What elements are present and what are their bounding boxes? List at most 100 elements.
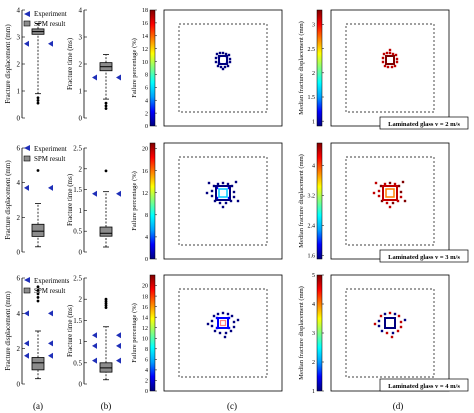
heat-cell xyxy=(390,65,394,69)
heat-cell xyxy=(216,182,220,186)
heat-cell xyxy=(391,331,395,335)
impact-core xyxy=(382,185,398,201)
heat-cell xyxy=(229,329,233,333)
colorbar-tick-label: 1.5 xyxy=(308,95,316,101)
heat-cell xyxy=(388,205,392,209)
colorbar-tick-label: 20 xyxy=(142,284,148,290)
outlier-point xyxy=(104,299,108,303)
experiment-point xyxy=(24,310,29,317)
heat-cell xyxy=(383,64,387,68)
heat-cell xyxy=(377,324,381,328)
legend-spm-label: SPM result xyxy=(34,20,65,28)
y-tick-label: 2 xyxy=(17,61,21,69)
impact-core xyxy=(215,185,231,201)
outlier-point xyxy=(104,107,108,110)
heat-cell xyxy=(391,52,395,56)
y-axis-label: Fracture displacement (mm) xyxy=(4,160,12,240)
colorbar xyxy=(316,274,323,392)
legend-row3: Experiments SPM result xyxy=(23,277,70,295)
heat-cell xyxy=(236,199,240,203)
glass-plate xyxy=(330,274,450,392)
experiment-point xyxy=(24,340,29,347)
legend-row2: Experiment SPM result xyxy=(23,145,67,163)
outlier-point xyxy=(36,169,40,172)
heat-cell xyxy=(388,51,392,55)
experiment-point xyxy=(92,74,97,81)
heat-cell xyxy=(230,184,234,188)
heat-cell xyxy=(403,199,407,203)
svg-text:Laminated glass v = 3 m/s: Laminated glass v = 3 m/s xyxy=(388,254,460,261)
y-tick-label: 0.5 xyxy=(73,228,82,236)
colorbar-tick-label: 2.5 xyxy=(308,47,316,53)
heat-cell xyxy=(210,319,214,323)
heat-cell xyxy=(373,322,377,326)
outlier-point xyxy=(104,101,108,105)
outlier-point xyxy=(104,304,108,307)
y-tick-label: 4 xyxy=(17,179,21,187)
heat-cell xyxy=(232,190,236,194)
heat-cell xyxy=(393,64,397,68)
colorbar-tick-label: 10 xyxy=(142,336,148,342)
heat-cell xyxy=(212,314,216,318)
heat-cell xyxy=(218,201,222,205)
colorbar xyxy=(316,9,323,127)
experiment-point xyxy=(48,184,53,191)
box-iqr xyxy=(31,223,45,237)
legend-spm-label: SPM result xyxy=(34,155,65,163)
colorbar-tick-label: 18 xyxy=(142,8,148,14)
heat-cell xyxy=(386,65,390,69)
heat-cell xyxy=(236,318,240,322)
y-tick-label: 2 xyxy=(17,214,21,222)
svg-text:Laminated glass v = 4 m/s: Laminated glass v = 4 m/s xyxy=(388,383,460,390)
colorbar-tick-label: 3 xyxy=(312,331,315,337)
experiment-point xyxy=(48,40,53,47)
heat-cell xyxy=(221,51,225,55)
heat-cell xyxy=(227,53,231,57)
heat-cell xyxy=(215,52,219,56)
y-tick-label: 3 xyxy=(79,34,83,42)
heat-cell xyxy=(397,184,401,188)
y-axis-label: Fracture time (ms) xyxy=(66,37,74,90)
impact-core xyxy=(218,188,228,198)
heat-cell xyxy=(226,64,230,68)
y-tick-label: 1.5 xyxy=(73,186,82,194)
heat-cell xyxy=(393,182,397,186)
impact-core xyxy=(218,55,228,65)
impact-core xyxy=(219,319,227,327)
y-tick-label: 4 xyxy=(17,7,21,15)
panel-label-d: (d) xyxy=(393,401,404,411)
impact-core xyxy=(386,319,394,327)
heat-cell xyxy=(403,318,407,322)
y-tick-label: 2 xyxy=(79,296,83,304)
experiment-marker-icon xyxy=(24,145,30,151)
box-iqr xyxy=(99,226,113,237)
y-tick-label: 4 xyxy=(79,7,83,15)
support-frame xyxy=(345,288,435,378)
heat-cell xyxy=(230,314,234,318)
heat-cell xyxy=(383,182,387,186)
heat-cell xyxy=(221,311,225,315)
heat-cell xyxy=(224,52,228,56)
heat-cell xyxy=(395,57,399,61)
heat-cell xyxy=(401,180,405,184)
heat-cell xyxy=(399,190,403,194)
heat-cell xyxy=(212,184,216,188)
outlier-point xyxy=(36,292,40,296)
heat-cell xyxy=(205,191,209,195)
colorbar-tick-label: 4 xyxy=(312,302,315,308)
colorbar-tick-label: 20 xyxy=(142,147,148,153)
heat-cell xyxy=(224,201,228,205)
heat-cell xyxy=(377,319,381,323)
heat-cell xyxy=(221,181,225,185)
colorbar-label: Median fracture displacement (mm) xyxy=(298,21,305,115)
support-frame xyxy=(345,23,435,113)
y-tick-label: 0 xyxy=(79,381,83,389)
panel-label-b: (b) xyxy=(101,401,112,411)
experiment-marker-icon xyxy=(24,11,30,17)
heat-cell xyxy=(379,184,383,188)
colorbar xyxy=(316,142,323,260)
heat-cell xyxy=(388,181,392,185)
y-tick-label: 2.5 xyxy=(73,145,82,153)
y-tick-label: 2 xyxy=(79,61,83,69)
